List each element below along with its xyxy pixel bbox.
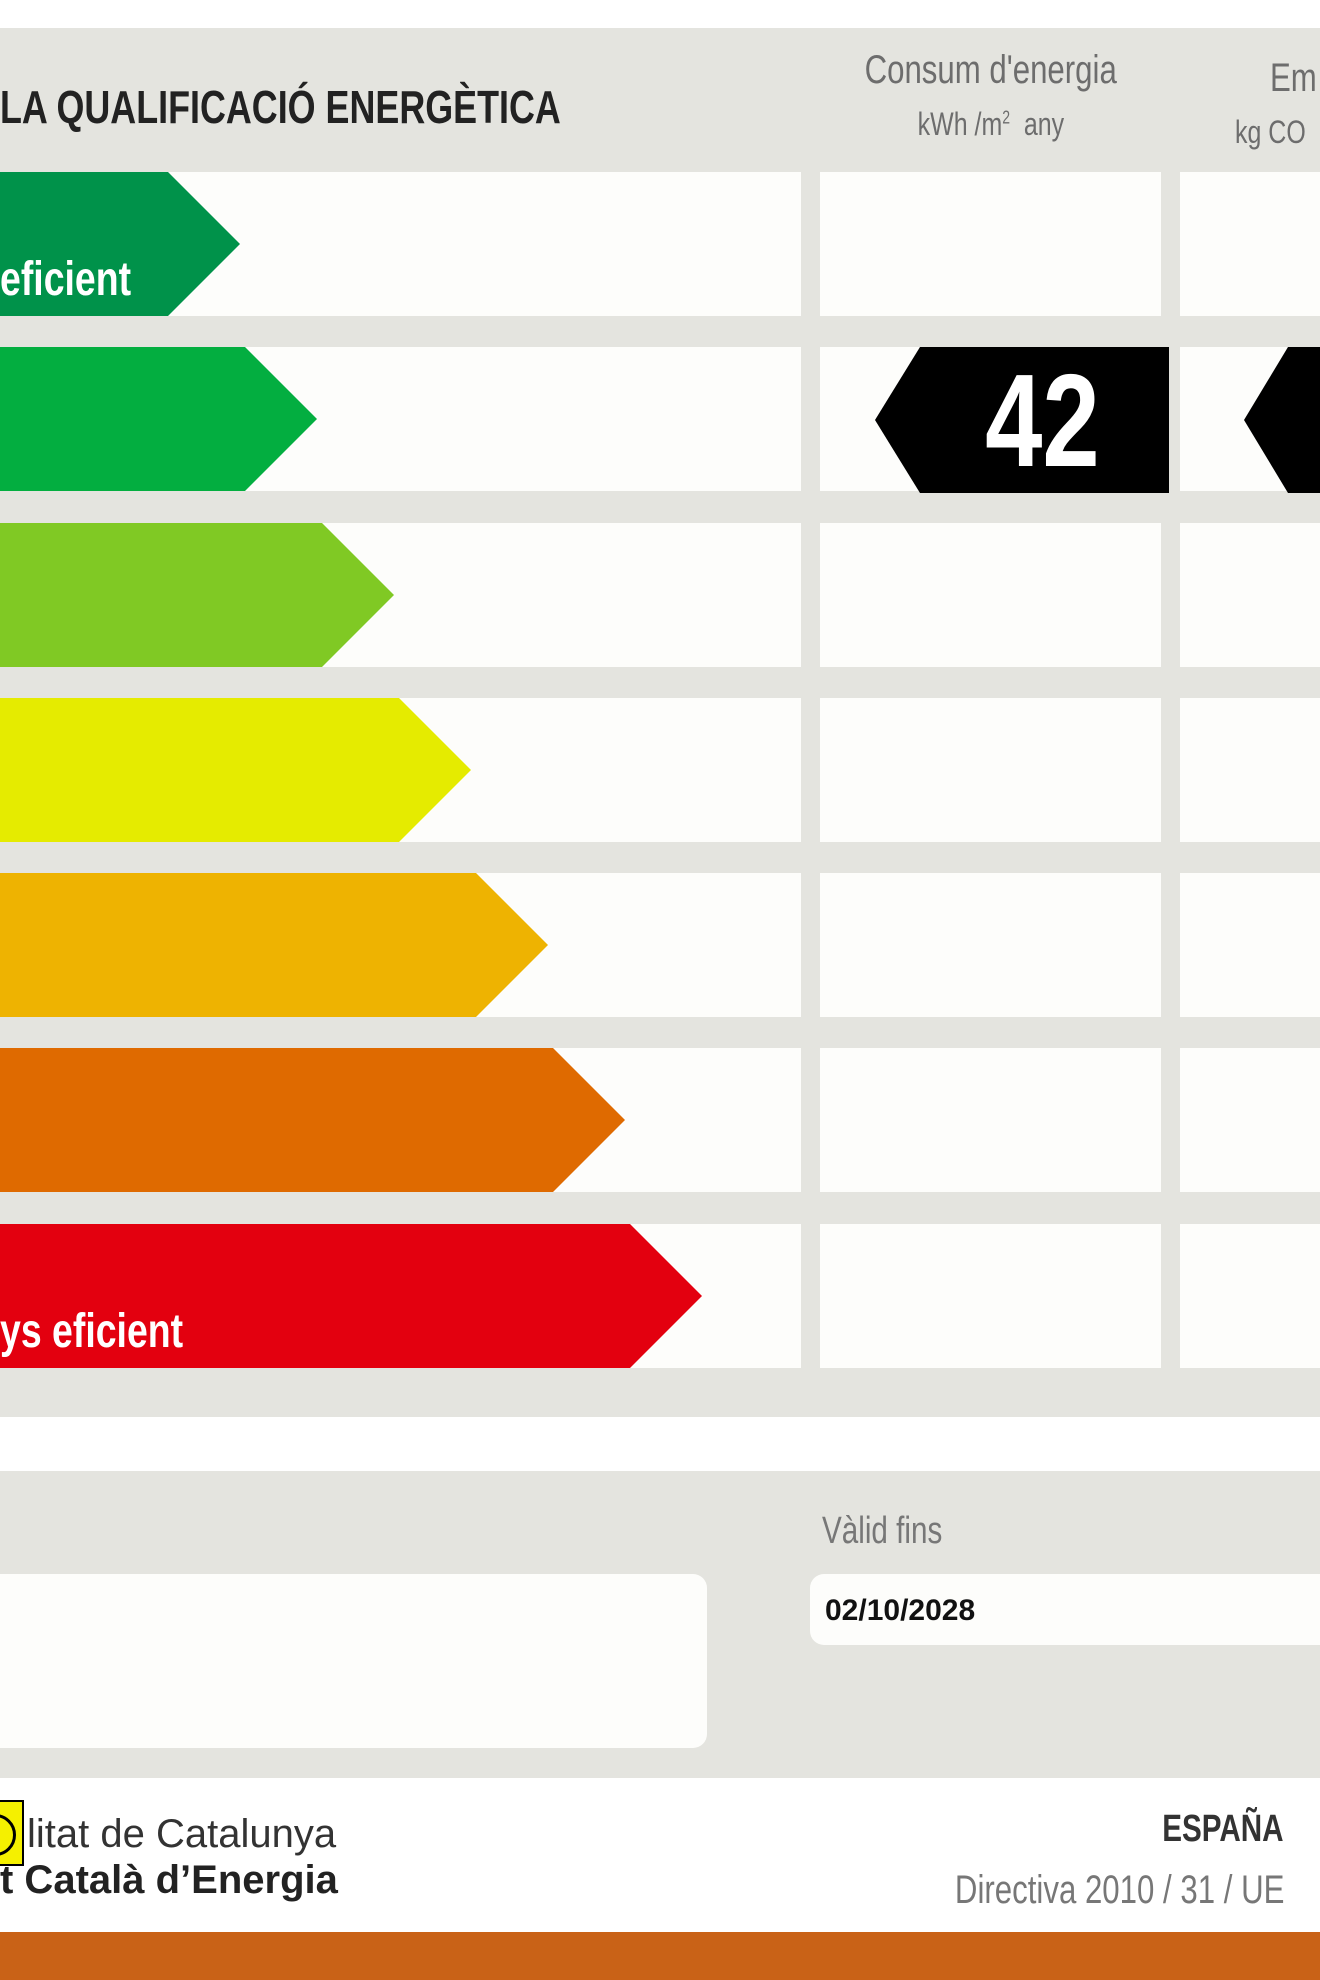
energy-column-unit: kWh /m2 any — [917, 106, 1064, 142]
class-arrow-4 — [0, 698, 471, 842]
class-label-1: eficient — [0, 253, 132, 306]
valid-until-date: 02/10/2028 — [825, 1594, 976, 1627]
badge-shape — [875, 347, 1169, 493]
valid-until-label: Vàlid fins — [822, 1510, 943, 1552]
energy-cell-6 — [820, 1048, 1161, 1192]
energy-cell-5 — [820, 873, 1161, 1017]
energy-cell-7 — [820, 1224, 1161, 1368]
energy-value: 42 — [984, 347, 1100, 494]
class-arrow-5 — [0, 873, 548, 1017]
emissions-column-title: Em — [1270, 56, 1317, 100]
logo-text-line2: t Català d’Energia — [0, 1858, 338, 1902]
class-arrow-2 — [0, 347, 317, 491]
emissions-cell-5 — [1180, 873, 1320, 1017]
logo-mark — [0, 1800, 24, 1866]
class-arrow-1 — [0, 172, 240, 316]
energy-cell-4 — [820, 698, 1161, 842]
energy-cell-1 — [820, 172, 1161, 316]
emissions-cell-6 — [1180, 1048, 1320, 1192]
emissions-cell-7 — [1180, 1224, 1320, 1368]
emissions-column-unit: kg CO — [1235, 114, 1306, 150]
emissions-cell-4 — [1180, 698, 1320, 842]
class-arrow-7 — [0, 1224, 702, 1368]
energy-column-title: Consum d'energia — [864, 48, 1117, 92]
emissions-cell-1 — [1180, 172, 1320, 316]
energy-rating-badge: 42 — [875, 347, 1169, 493]
page-title: LA QUALIFICACIÓ ENERGÈTICA — [0, 81, 561, 133]
valid-until-field — [810, 1574, 1320, 1645]
class-label-7: ys eficient — [0, 1305, 184, 1358]
country-label: ESPAÑA — [1162, 1808, 1284, 1850]
emissions-rating-badge — [1244, 347, 1320, 493]
logo-text-line1: litat de Catalunya — [27, 1812, 337, 1856]
class-arrow-6 — [0, 1048, 625, 1192]
class-arrow-3 — [0, 523, 394, 667]
footer-accent-bar — [0, 1932, 1320, 1980]
emissions-cell-3 — [1180, 523, 1320, 667]
directive-label: Directiva 2010 / 31 / UE — [954, 1868, 1284, 1912]
energy-cell-3 — [820, 523, 1161, 667]
info-box — [0, 1574, 707, 1748]
